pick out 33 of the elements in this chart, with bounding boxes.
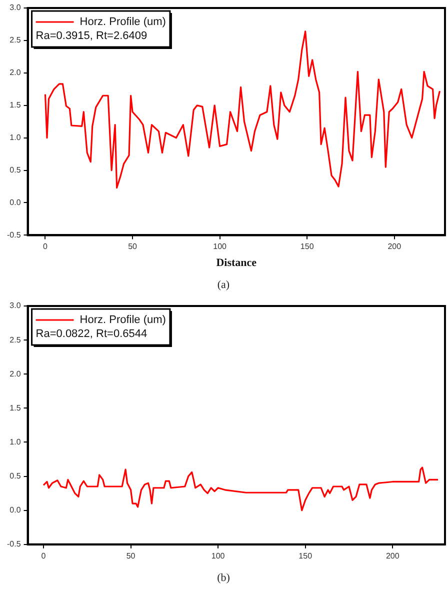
y-tick-label: -0.5 [6,540,22,549]
y-tick-label: -0.5 [6,230,22,240]
legend-label: Horz. Profile (um) [80,314,166,326]
y-tick-label: 3.0 [10,3,22,12]
y-tick-label: 2.5 [10,36,22,45]
y-tick-label: 0.5 [10,471,22,480]
y-tick-label: 0.5 [10,165,22,174]
x-tick-label: 0 [41,551,46,560]
x-tick-label: 100 [213,242,228,252]
y-tick-label: 3.0 [10,301,22,310]
text: (b) [216,571,231,586]
x-tick-label: 150 [298,551,313,560]
x-tick-label: 0 [43,242,48,252]
y-tick-label: 1.0 [10,437,22,446]
x-tick-label: 200 [386,551,400,560]
annotation: Ra=0.3915, Rt=2.6409 [36,30,148,42]
text: (a) [216,278,231,293]
y-tick-label: 2.0 [10,369,22,378]
y-tick-label: 1.0 [10,133,22,142]
y-tick-label: 1.5 [10,403,22,412]
y-tick-label: 2.5 [10,335,22,344]
y-tick-label: 1.5 [10,100,22,110]
x-tick-label: 50 [126,551,136,560]
x-tick-label: 200 [388,242,402,252]
x-tick-label: 100 [211,551,226,560]
y-tick-label: 2.0 [10,68,22,78]
y-tick-label: 0.0 [10,506,22,515]
x-axis-title: Distance [216,257,257,270]
x-tick-label: 150 [300,242,314,252]
x-tick-label: 50 [128,242,138,252]
legend-label: Horz. Profile (um) [80,16,166,28]
annotation: Ra=0.0822, Rt=0.6544 [36,328,148,340]
y-tick-label: 0.0 [10,198,22,207]
